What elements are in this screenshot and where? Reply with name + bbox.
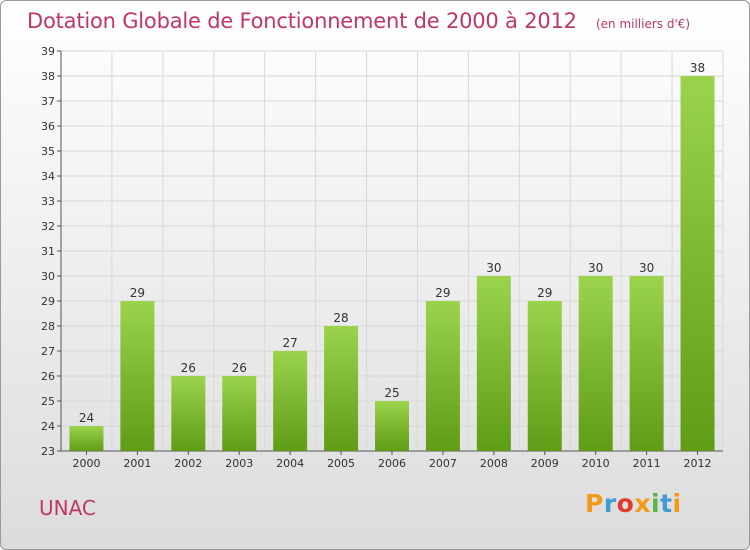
bar-value-label: 38: [690, 61, 705, 75]
label-layer: 24 29 26 26 27 28 25 29 30 29 30 30 38: [79, 61, 705, 425]
y-tick-label: 28: [41, 320, 55, 333]
y-tick-label: 37: [41, 95, 55, 108]
brand-letter: i: [651, 489, 661, 518]
title-row: Dotation Globale de Fonctionnement de 20…: [27, 9, 690, 33]
bar-value-label: 29: [537, 286, 552, 300]
bar-2007: [425, 301, 460, 451]
bar-2010: [578, 276, 613, 451]
x-tick-label: 2004: [276, 457, 304, 470]
bar-value-label: 24: [79, 411, 94, 425]
bar-2012: [680, 76, 715, 451]
brand-logo: Proxiti: [585, 489, 682, 518]
x-tick-label: 2003: [225, 457, 253, 470]
bar-value-label: 25: [384, 386, 399, 400]
brand-letter: x: [634, 489, 651, 518]
y-tick-label: 29: [41, 295, 55, 308]
bar-2008: [476, 276, 511, 451]
bar-value-label: 30: [486, 261, 501, 275]
y-tick-label: 33: [41, 195, 55, 208]
bar-value-label: 26: [181, 361, 196, 375]
y-tick-label: 26: [41, 370, 55, 383]
bar-2011: [629, 276, 664, 451]
bar-layer: [69, 76, 715, 451]
y-tick-label: 27: [41, 345, 55, 358]
brand-letter: P: [585, 489, 604, 518]
y-tick-label: 31: [41, 245, 55, 258]
x-tick-label: 2007: [429, 457, 457, 470]
x-tick-label: 2011: [633, 457, 661, 470]
bar-2001: [120, 301, 155, 451]
y-tick-label: 30: [41, 270, 55, 283]
bar-2006: [375, 401, 409, 451]
y-tick-label: 25: [41, 395, 55, 408]
chart-unit: (en milliers d'€): [595, 17, 691, 31]
bar-2009: [527, 301, 562, 451]
y-tick-label: 23: [41, 445, 55, 458]
x-tick-label: 2005: [327, 457, 355, 470]
x-tick-label: 2008: [480, 457, 508, 470]
brand-letter: o: [616, 489, 635, 518]
bar-value-label: 29: [130, 286, 145, 300]
brand-letter: i: [672, 489, 682, 518]
bar-value-label: 27: [283, 336, 298, 350]
brand-letter: r: [603, 489, 617, 518]
x-tick-label: 2010: [582, 457, 610, 470]
y-tick-label: 38: [41, 70, 55, 83]
x-tick-label: 2012: [684, 457, 712, 470]
bar-2003: [222, 376, 257, 451]
x-tick-label: 2009: [531, 457, 559, 470]
y-tick-label: 32: [41, 220, 55, 233]
brand-letter: t: [660, 489, 673, 518]
y-tick-label: 24: [41, 420, 55, 433]
bar-2004: [273, 351, 308, 451]
y-tick-label: 39: [41, 45, 55, 58]
y-tick-label: 34: [41, 170, 55, 183]
commune-name: UNAC: [39, 496, 96, 520]
x-tick-label: 2006: [378, 457, 406, 470]
bar-value-label: 28: [333, 311, 348, 325]
bar-2005: [324, 326, 359, 451]
bar-value-label: 26: [232, 361, 247, 375]
y-tick-label: 36: [41, 120, 55, 133]
y-tick-label: 35: [41, 145, 55, 158]
bar-value-label: 30: [639, 261, 654, 275]
chart-title: Dotation Globale de Fonctionnement de 20…: [27, 9, 577, 33]
x-tick-label: 2002: [174, 457, 202, 470]
bar-2002: [171, 376, 206, 451]
bar-value-label: 29: [435, 286, 450, 300]
x-tick-label: 2001: [123, 457, 151, 470]
x-tick-label: 2000: [72, 457, 100, 470]
bar-2000: [69, 426, 104, 451]
bar-value-label: 30: [588, 261, 603, 275]
